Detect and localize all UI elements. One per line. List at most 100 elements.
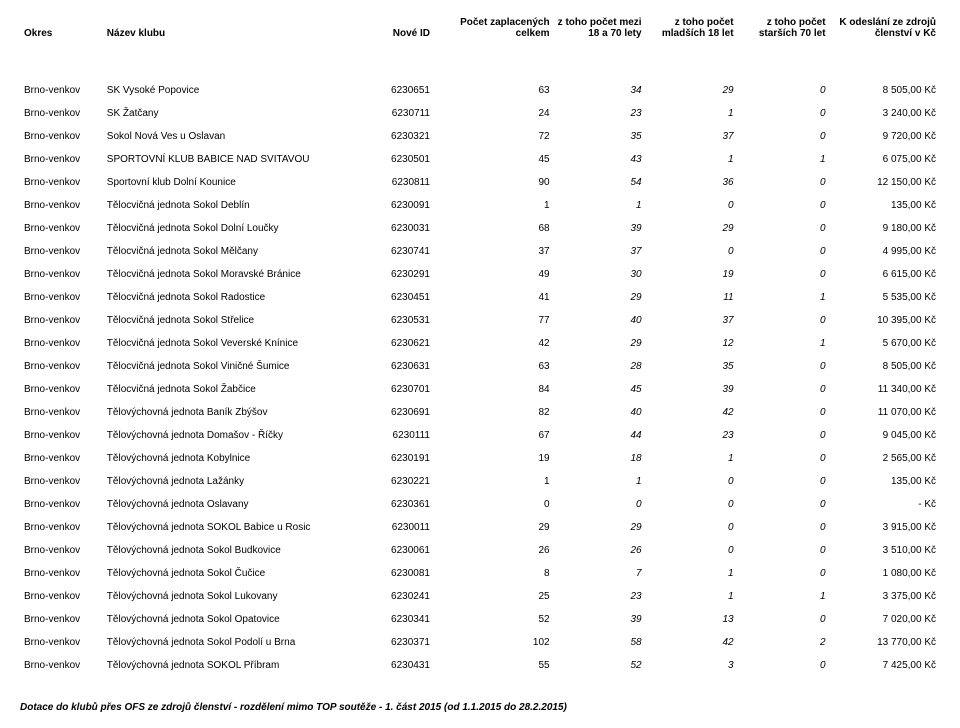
- cell-total: 52: [434, 608, 554, 631]
- cell-id: 6230431: [360, 654, 434, 677]
- cell-mid: 23: [554, 585, 646, 608]
- cell-id: 6230291: [360, 263, 434, 286]
- cell-id: 6230191: [360, 447, 434, 470]
- cell-id: 6230081: [360, 562, 434, 585]
- cell-old: 0: [738, 79, 830, 102]
- cell-okres: Brno-venkov: [20, 286, 103, 309]
- col-okres: Okres: [20, 15, 103, 47]
- cell-amount: 135,00 Kč: [830, 194, 940, 217]
- cell-young: 42: [646, 401, 738, 424]
- cell-old: 2: [738, 631, 830, 654]
- cell-name: Tělovýchovná jednota Sokol Podolí u Brna: [103, 631, 361, 654]
- cell-total: 90: [434, 171, 554, 194]
- cell-amount: 6 615,00 Kč: [830, 263, 940, 286]
- cell-total: 77: [434, 309, 554, 332]
- cell-okres: Brno-venkov: [20, 516, 103, 539]
- cell-mid: 28: [554, 355, 646, 378]
- cell-old: 0: [738, 355, 830, 378]
- cell-id: 6230621: [360, 332, 434, 355]
- col-old: z toho počet starších 70 let: [738, 15, 830, 47]
- cell-amount: 5 670,00 Kč: [830, 332, 940, 355]
- cell-amount: 4 995,00 Kč: [830, 240, 940, 263]
- cell-mid: 58: [554, 631, 646, 654]
- cell-okres: Brno-venkov: [20, 401, 103, 424]
- cell-mid: 1: [554, 470, 646, 493]
- cell-id: 6230451: [360, 286, 434, 309]
- cell-name: Tělovýchovná jednota SOKOL Příbram: [103, 654, 361, 677]
- col-id: Nové ID: [360, 15, 434, 47]
- cell-okres: Brno-venkov: [20, 424, 103, 447]
- col-mid: z toho počet mezi 18 a 70 lety: [554, 15, 646, 47]
- cell-id: 6230341: [360, 608, 434, 631]
- table-row: Brno-venkovTělovýchovná jednota Sokol Po…: [20, 631, 940, 654]
- cell-total: 37: [434, 240, 554, 263]
- cell-name: Tělovýchovná jednota Sokol Budkovice: [103, 539, 361, 562]
- cell-id: 6230711: [360, 102, 434, 125]
- cell-id: 6230811: [360, 171, 434, 194]
- cell-total: 25: [434, 585, 554, 608]
- cell-mid: 37: [554, 240, 646, 263]
- cell-old: 0: [738, 217, 830, 240]
- cell-young: 1: [646, 585, 738, 608]
- cell-okres: Brno-venkov: [20, 217, 103, 240]
- cell-id: 6230651: [360, 79, 434, 102]
- cell-young: 0: [646, 470, 738, 493]
- cell-mid: 7: [554, 562, 646, 585]
- cell-amount: 7 425,00 Kč: [830, 654, 940, 677]
- cell-total: 1: [434, 194, 554, 217]
- cell-young: 1: [646, 447, 738, 470]
- table-row: Brno-venkovTělovýchovná jednota Lažánky6…: [20, 470, 940, 493]
- cell-old: 0: [738, 171, 830, 194]
- table-row: Brno-venkovTělocvičná jednota Sokol Mělč…: [20, 240, 940, 263]
- cell-young: 0: [646, 240, 738, 263]
- cell-young: 29: [646, 217, 738, 240]
- table-row: Brno-venkovTělocvičná jednota Sokol Veve…: [20, 332, 940, 355]
- table-row: Brno-venkovTělovýchovná jednota Oslavany…: [20, 493, 940, 516]
- cell-name: SK Vysoké Popovice: [103, 79, 361, 102]
- cell-mid: 23: [554, 102, 646, 125]
- cell-id: 6230091: [360, 194, 434, 217]
- cell-id: 6230321: [360, 125, 434, 148]
- cell-okres: Brno-venkov: [20, 378, 103, 401]
- cell-old: 0: [738, 125, 830, 148]
- cell-okres: Brno-venkov: [20, 102, 103, 125]
- col-name: Název klubu: [103, 15, 361, 47]
- cell-total: 45: [434, 148, 554, 171]
- table-row: Brno-venkovTělocvičná jednota Sokol Vini…: [20, 355, 940, 378]
- cell-young: 0: [646, 194, 738, 217]
- cell-old: 0: [738, 654, 830, 677]
- cell-old: 1: [738, 148, 830, 171]
- cell-name: Tělocvičná jednota Sokol Moravské Bránic…: [103, 263, 361, 286]
- cell-total: 82: [434, 401, 554, 424]
- cell-name: Tělocvičná jednota Sokol Dolní Loučky: [103, 217, 361, 240]
- cell-amount: 9 720,00 Kč: [830, 125, 940, 148]
- cell-total: 102: [434, 631, 554, 654]
- cell-amount: 10 395,00 Kč: [830, 309, 940, 332]
- cell-young: 0: [646, 516, 738, 539]
- table-row: Brno-venkovTělocvičná jednota Sokol Rado…: [20, 286, 940, 309]
- cell-old: 1: [738, 585, 830, 608]
- cell-old: 0: [738, 608, 830, 631]
- cell-young: 0: [646, 493, 738, 516]
- cell-total: 72: [434, 125, 554, 148]
- cell-amount: 8 505,00 Kč: [830, 79, 940, 102]
- cell-mid: 43: [554, 148, 646, 171]
- cell-okres: Brno-venkov: [20, 608, 103, 631]
- cell-young: 23: [646, 424, 738, 447]
- cell-old: 1: [738, 286, 830, 309]
- cell-name: Tělovýchovná jednota Lažánky: [103, 470, 361, 493]
- header-row: Okres Název klubu Nové ID Počet zaplacen…: [20, 15, 940, 47]
- cell-name: Tělocvičná jednota Sokol Střelice: [103, 309, 361, 332]
- cell-okres: Brno-venkov: [20, 194, 103, 217]
- cell-young: 19: [646, 263, 738, 286]
- cell-old: 0: [738, 447, 830, 470]
- cell-young: 35: [646, 355, 738, 378]
- table-row: Brno-venkovTělocvičná jednota Sokol Stře…: [20, 309, 940, 332]
- cell-okres: Brno-venkov: [20, 148, 103, 171]
- cell-young: 0: [646, 539, 738, 562]
- cell-total: 55: [434, 654, 554, 677]
- cell-okres: Brno-venkov: [20, 447, 103, 470]
- table-row: Brno-venkovTělocvičná jednota Sokol Doln…: [20, 217, 940, 240]
- cell-amount: 3 240,00 Kč: [830, 102, 940, 125]
- cell-name: Tělovýchovná jednota Kobylnice: [103, 447, 361, 470]
